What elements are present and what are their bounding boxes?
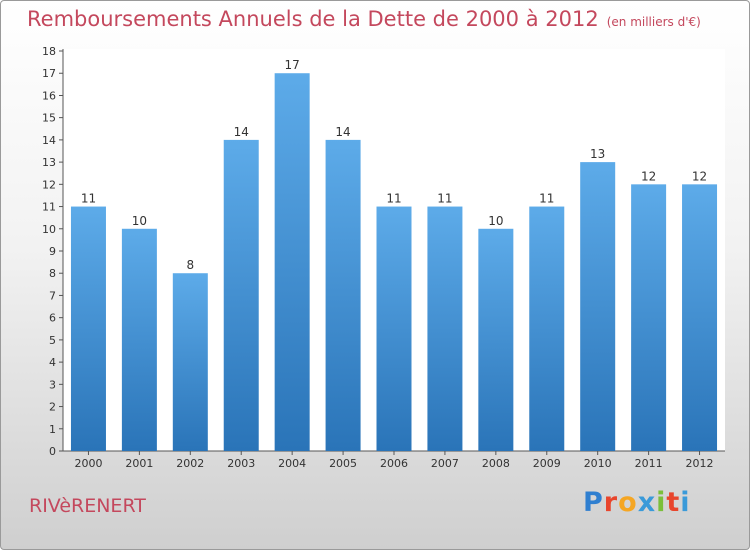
x-tick-label: 2005	[329, 457, 357, 470]
y-tick-label: 18	[42, 45, 56, 58]
bar	[274, 73, 310, 451]
bar-value-label: 11	[81, 192, 96, 206]
x-tick-label: 2006	[380, 457, 408, 470]
y-tick-label: 15	[42, 112, 56, 125]
bar	[223, 139, 259, 451]
bar	[529, 206, 565, 451]
bar-value-label: 11	[539, 192, 554, 206]
bar-value-label: 14	[335, 125, 350, 139]
x-tick-label: 2009	[533, 457, 561, 470]
commune-name: RIVèRENERT	[29, 495, 146, 517]
x-tick-label: 2002	[176, 457, 204, 470]
bar-value-label: 10	[488, 214, 503, 228]
x-tick-label: 2008	[482, 457, 510, 470]
x-tick-label: 2001	[125, 457, 153, 470]
title-unit: (en milliers d'€)	[606, 15, 701, 29]
y-tick-label: 13	[42, 156, 56, 169]
logo-letter: i	[680, 487, 691, 518]
y-tick-label: 12	[42, 178, 56, 191]
bar	[121, 228, 157, 451]
logo-letter: i	[656, 487, 667, 518]
y-tick-label: 7	[49, 289, 56, 302]
bar-value-label: 10	[132, 214, 147, 228]
y-tick-label: 14	[42, 134, 56, 147]
y-tick-label: 11	[42, 201, 56, 214]
logo-letter: x	[637, 487, 657, 518]
x-tick-label: 2000	[74, 457, 102, 470]
bar	[376, 206, 412, 451]
y-tick-label: 5	[49, 334, 56, 347]
bar-value-label: 11	[437, 192, 452, 206]
y-tick-label: 0	[49, 445, 56, 458]
bar-value-label: 17	[285, 58, 300, 72]
bar-value-label: 8	[186, 258, 194, 272]
logo-letter: o	[618, 487, 638, 518]
x-tick-label: 2012	[686, 457, 714, 470]
x-tick-label: 2007	[431, 457, 459, 470]
bar	[427, 206, 463, 451]
y-tick-label: 9	[49, 245, 56, 258]
x-tick-label: 2010	[584, 457, 612, 470]
title-text: Remboursements Annuels de la Dette de 20…	[27, 7, 599, 31]
proxiti-logo: Proxiti	[583, 487, 691, 518]
y-tick-label: 2	[49, 401, 56, 414]
bar	[70, 206, 106, 451]
bar-value-label: 12	[692, 169, 707, 183]
bar	[631, 184, 667, 452]
y-tick-label: 3	[49, 378, 56, 391]
x-tick-label: 2011	[635, 457, 663, 470]
y-tick-label: 8	[49, 267, 56, 280]
bar-value-label: 14	[234, 125, 249, 139]
y-tick-label: 10	[42, 223, 56, 236]
x-tick-label: 2003	[227, 457, 255, 470]
bar	[682, 184, 718, 452]
logo-letter: P	[583, 487, 604, 518]
bar	[478, 228, 514, 451]
y-tick-label: 16	[42, 89, 56, 102]
bar	[325, 139, 361, 451]
logo-letter: t	[666, 487, 681, 518]
x-tick-label: 2004	[278, 457, 306, 470]
bar	[172, 273, 208, 451]
bar-value-label: 11	[386, 192, 401, 206]
y-tick-label: 4	[49, 356, 56, 369]
logo-letter: r	[603, 487, 619, 518]
y-tick-label: 1	[49, 423, 56, 436]
y-tick-label: 17	[42, 67, 56, 80]
bar	[580, 162, 616, 451]
chart-title: Remboursements Annuels de la Dette de 20…	[27, 7, 701, 31]
bar-value-label: 12	[641, 169, 656, 183]
y-tick-label: 6	[49, 312, 56, 325]
bar-value-label: 13	[590, 147, 605, 161]
